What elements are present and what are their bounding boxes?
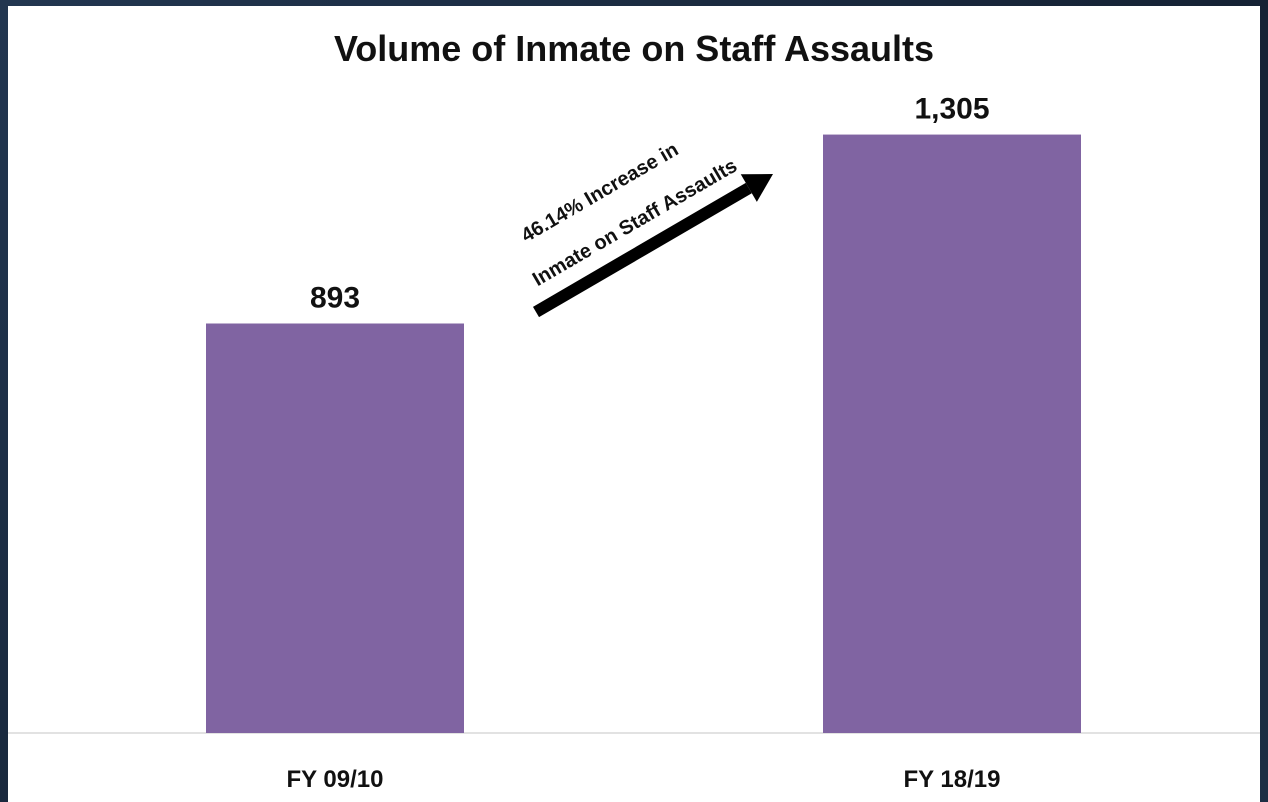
category-label-1: FY 09/10 (287, 766, 384, 793)
bar-chart: 893 FY 09/10 1,305 FY 18/19 46.14% Increase … (8, 93, 1260, 793)
arrow-head (740, 174, 773, 202)
bar-2 (823, 134, 1081, 734)
category-label-2: FY 18/19 (904, 766, 1001, 793)
bar-1 (206, 323, 464, 733)
arrow-shaft (532, 182, 752, 318)
data-label-1: 893 (310, 281, 360, 314)
data-label-2: 1,305 (914, 93, 989, 126)
chart-title: Volume of Inmate on Staff Assaults (333, 28, 935, 69)
chart-panel: Volume of Inmate on Staff Assaults 893 FY… (8, 6, 1260, 802)
